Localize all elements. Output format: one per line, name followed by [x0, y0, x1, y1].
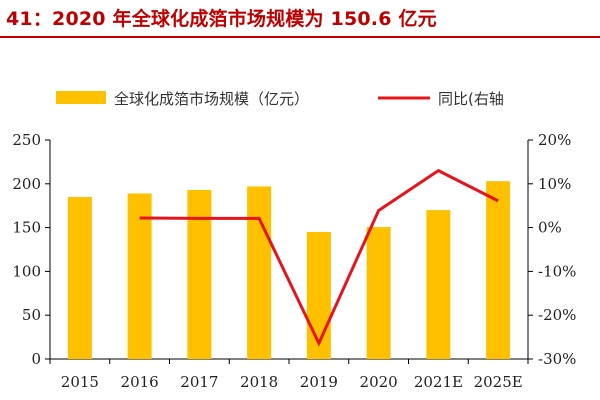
bar — [426, 210, 451, 359]
right-tick-label: 10% — [538, 175, 571, 193]
bar — [486, 181, 511, 359]
x-tick-label: 2021E — [414, 373, 463, 391]
bar — [306, 231, 331, 359]
bar — [247, 186, 272, 359]
right-tick-label: 20% — [538, 131, 571, 149]
x-tick-label: 2017 — [180, 373, 218, 391]
left-tick-label: 200 — [12, 175, 41, 193]
right-tick-label: -20% — [538, 306, 576, 324]
x-tick-label: 2018 — [240, 373, 278, 391]
title-divider — [0, 36, 600, 38]
legend-label-bar: 全球化成箔市场规模（亿元） — [114, 90, 309, 108]
bar — [187, 189, 212, 359]
x-tick-label: 2015 — [61, 373, 99, 391]
x-tick-label: 2020 — [360, 373, 398, 391]
left-tick-label: 100 — [12, 262, 41, 280]
left-tick-label: 0 — [31, 350, 41, 368]
bar — [366, 227, 391, 359]
x-tick-label: 2019 — [300, 373, 338, 391]
legend-label-line: 同比(右轴 — [438, 90, 504, 108]
left-tick-label: 150 — [12, 219, 41, 237]
left-tick-label: 50 — [22, 306, 41, 324]
right-tick-label: 0% — [538, 219, 562, 237]
bar — [67, 196, 92, 359]
page-title: 41：2020 年全球化成箔市场规模为 150.6 亿元 — [6, 8, 437, 30]
x-tick-label: 2025E — [474, 373, 523, 391]
bar — [127, 193, 152, 359]
right-tick-label: -30% — [538, 350, 576, 368]
legend-swatch-bar — [56, 91, 106, 104]
left-tick-label: 250 — [12, 131, 41, 149]
x-tick-label: 2016 — [121, 373, 159, 391]
right-tick-label: -10% — [538, 262, 576, 280]
